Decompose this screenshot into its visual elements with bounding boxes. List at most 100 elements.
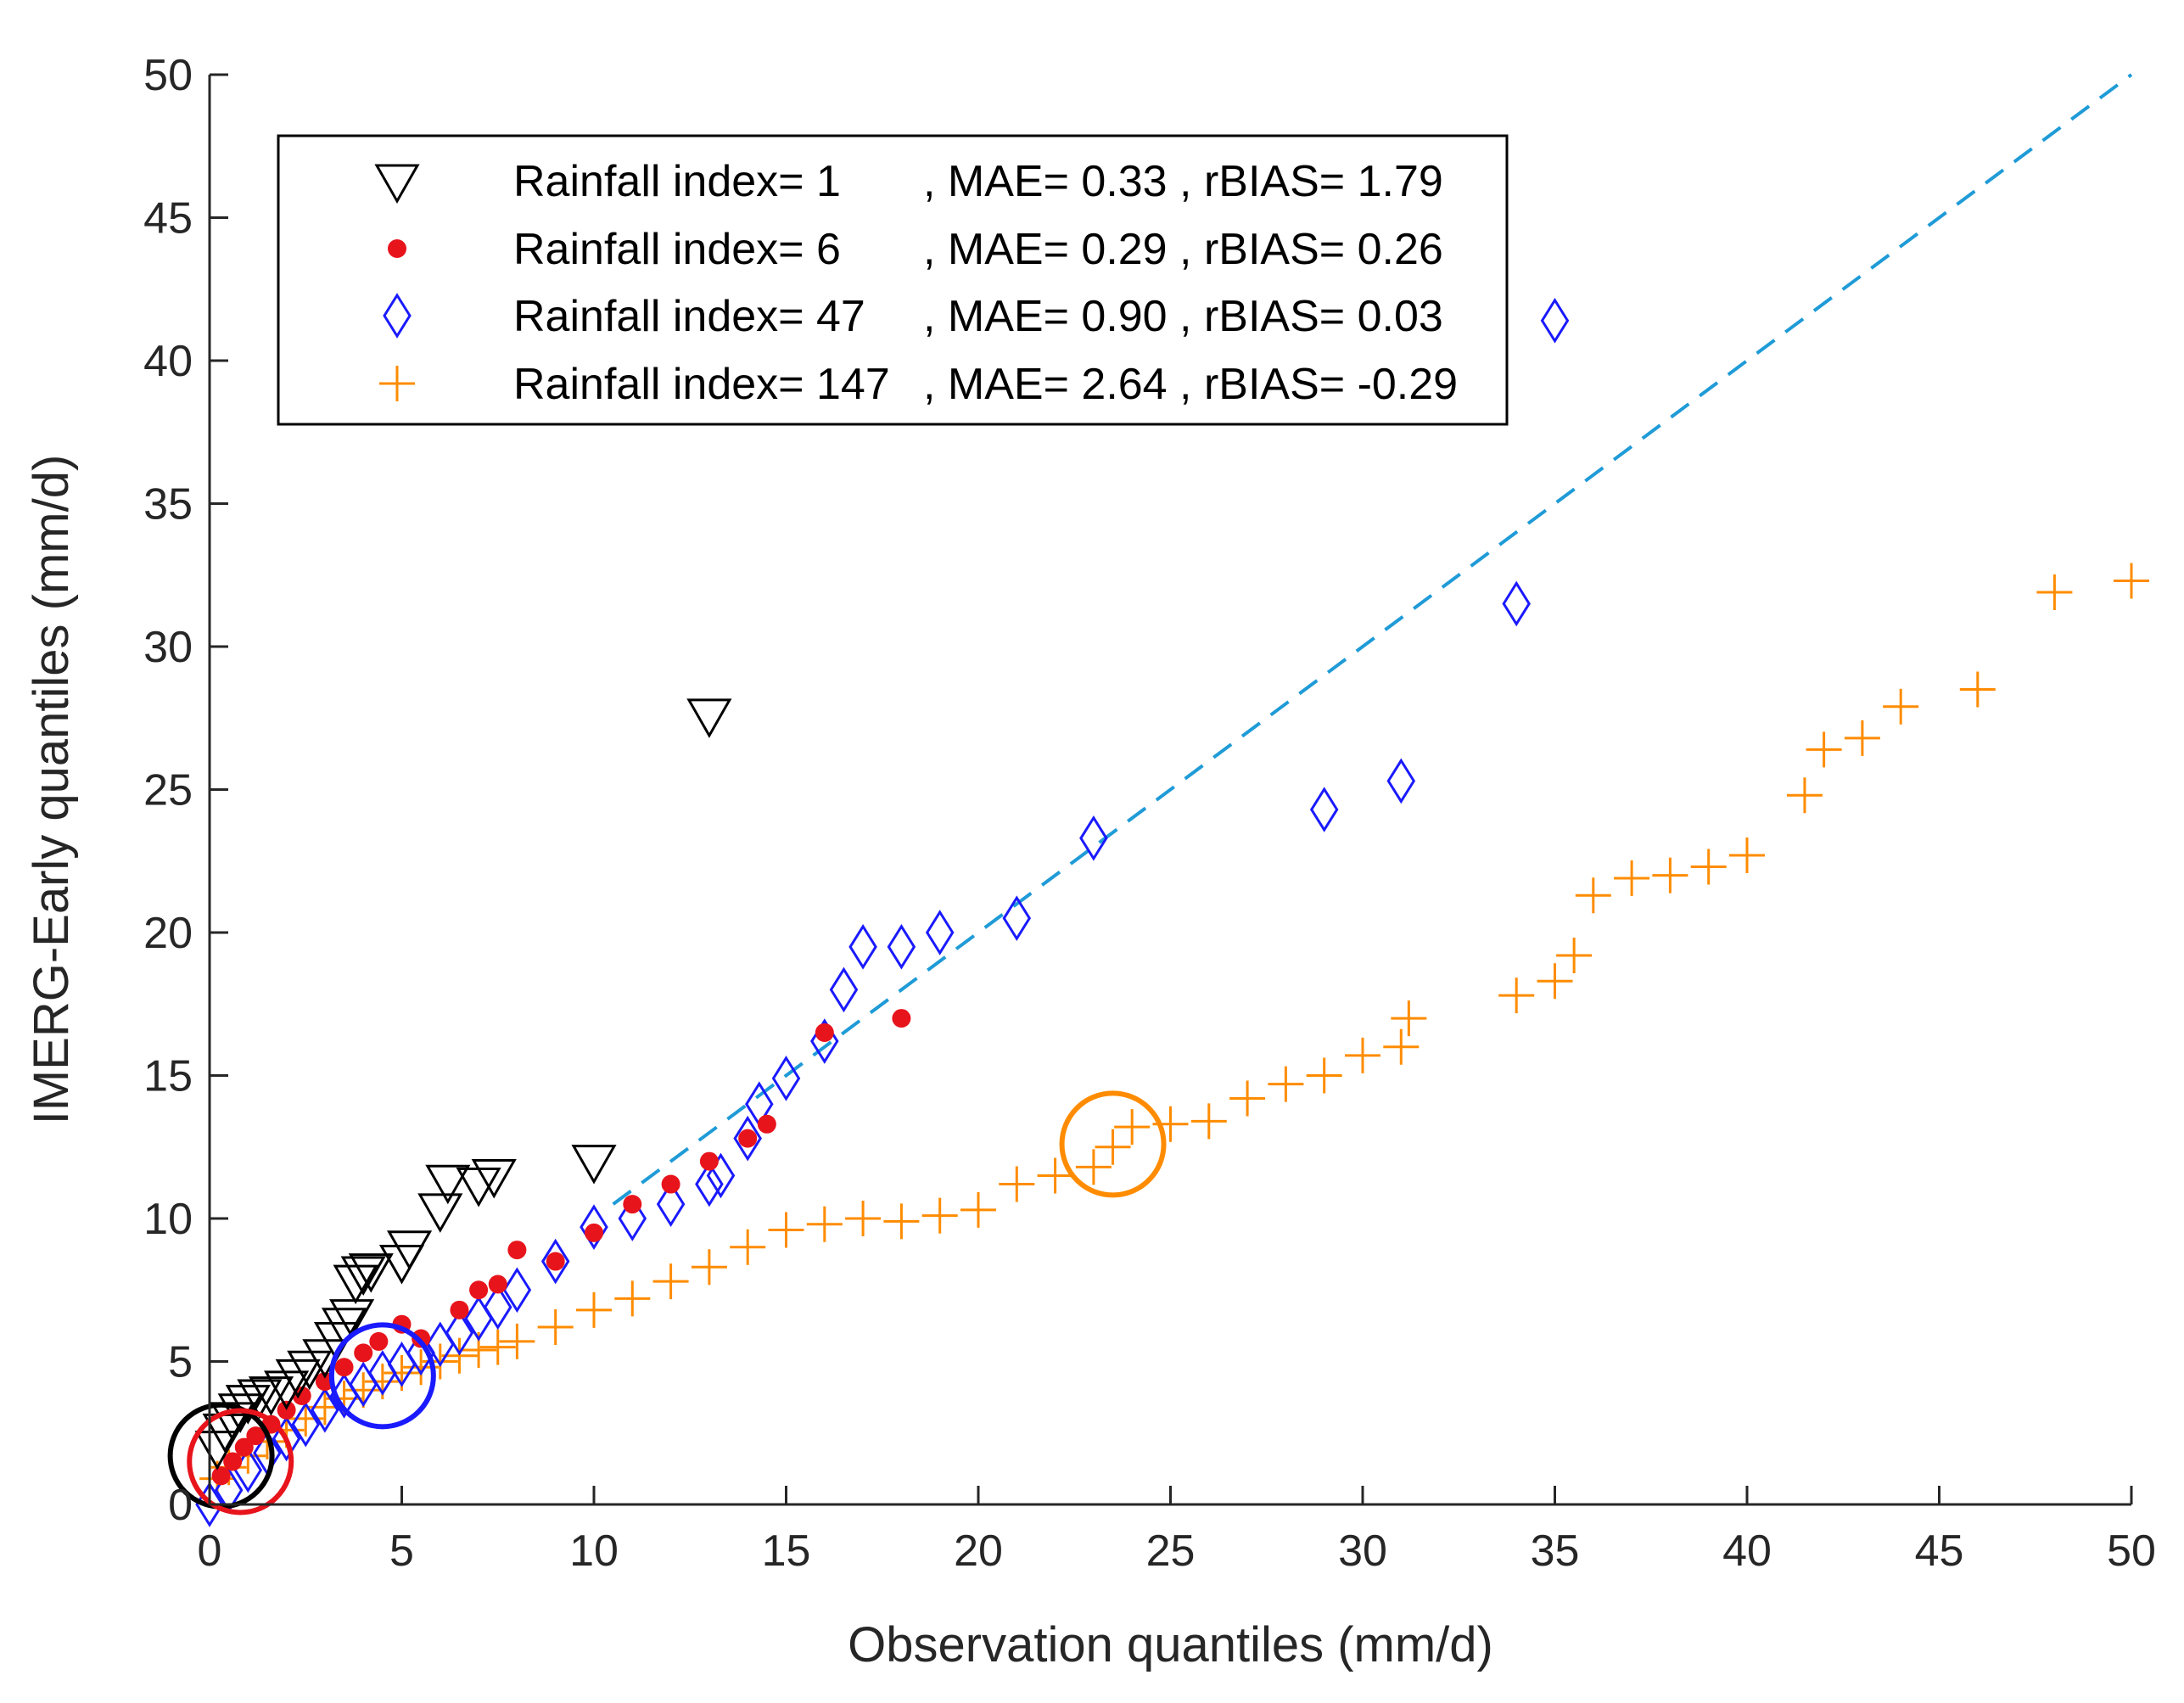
y-tick-label: 25	[143, 766, 193, 815]
y-tick-label: 10	[143, 1195, 193, 1244]
data-point	[441, 1337, 478, 1374]
data-point	[768, 1212, 804, 1248]
data-point	[1383, 1028, 1420, 1065]
data-point	[333, 1264, 378, 1305]
data-point	[1306, 1057, 1342, 1094]
legend-marker	[383, 293, 412, 339]
x-tick-label: 45	[1915, 1527, 1964, 1576]
data-point	[369, 1331, 389, 1351]
data-point	[815, 1022, 834, 1042]
data-point	[738, 1129, 758, 1148]
data-point	[386, 1230, 433, 1270]
data-point	[1690, 849, 1727, 885]
data-point	[537, 1309, 574, 1346]
data-point	[321, 1308, 367, 1347]
data-point	[1556, 937, 1593, 973]
legend-stats: , MAE= 2.64 , rBIAS= -0.29	[923, 360, 1458, 409]
legend-label: Rainfall index= 147	[513, 360, 890, 409]
data-point	[234, 1437, 254, 1457]
data-point	[576, 1291, 612, 1328]
data-point	[623, 1195, 642, 1214]
data-point	[211, 1466, 231, 1486]
data-point	[806, 1206, 843, 1242]
data-point	[771, 1056, 801, 1101]
data-point	[848, 924, 877, 970]
x-axis-title: Observation quantiles (mm/d)	[848, 1617, 1493, 1672]
data-point	[661, 1174, 680, 1194]
data-point	[246, 1426, 266, 1446]
series-2	[211, 1009, 911, 1486]
data-point	[1345, 1037, 1380, 1073]
data-point	[417, 1193, 463, 1233]
data-point	[287, 1350, 333, 1391]
series-4	[199, 563, 2149, 1497]
y-tick-label: 40	[143, 337, 193, 386]
data-point	[1229, 1080, 1266, 1117]
data-point	[757, 1114, 776, 1134]
data-point	[354, 1343, 373, 1363]
legend-label: Rainfall index= 47	[513, 292, 865, 341]
data-point	[656, 1181, 686, 1227]
data-point	[571, 1145, 617, 1185]
data-point	[829, 966, 859, 1013]
data-point	[275, 1358, 321, 1399]
data-point	[499, 1323, 535, 1359]
data-point	[1268, 1066, 1304, 1102]
data-point	[194, 1431, 240, 1471]
data-point	[1309, 787, 1339, 832]
data-point	[1786, 777, 1823, 814]
data-point	[925, 910, 955, 955]
data-point	[210, 1402, 255, 1442]
data-point	[580, 1204, 608, 1250]
x-tick-label: 30	[1338, 1527, 1387, 1576]
data-point	[585, 1223, 603, 1242]
data-point	[1114, 1109, 1151, 1146]
highlight-circle	[187, 1408, 294, 1515]
axes: 0 5 10 15 20 25 30 35 40 45 50 0 5 10 15 20 25 30 35 40 45 5…	[143, 51, 2156, 1576]
data-point	[291, 1401, 321, 1448]
legend-stats: , MAE= 0.29 , rBIAS= 0.26	[923, 225, 1443, 274]
data-point	[960, 1191, 996, 1228]
legend-label: Rainfall index= 1	[513, 157, 841, 206]
data-point	[329, 1299, 375, 1339]
data-point	[883, 1203, 920, 1240]
x-tick-label: 35	[1531, 1527, 1580, 1576]
data-point	[237, 1379, 283, 1419]
data-point	[264, 1370, 310, 1410]
data-point	[479, 1329, 516, 1365]
data-point	[345, 1372, 382, 1409]
x-tick-label: 15	[762, 1527, 811, 1576]
data-point	[502, 1267, 532, 1314]
y-tick-label: 35	[143, 480, 193, 529]
legend-marker	[374, 164, 420, 204]
data-point	[1575, 877, 1611, 914]
data-point	[450, 1300, 469, 1319]
data-point	[1498, 978, 1535, 1014]
data-point	[733, 1115, 762, 1162]
data-point	[1652, 857, 1688, 894]
legend: Rainfall index= 1 , MAE= 0.33 , rBIAS= 1.…	[277, 134, 1509, 426]
y-tick-label: 15	[143, 1052, 193, 1101]
data-point	[248, 1376, 294, 1416]
data-point	[1540, 297, 1570, 344]
data-point	[1959, 671, 1996, 708]
data-point	[471, 1158, 517, 1199]
x-tick-label: 5	[389, 1527, 414, 1576]
data-point	[334, 1358, 354, 1377]
data-point	[1614, 860, 1650, 896]
data-point	[483, 1284, 512, 1330]
data-point	[892, 1009, 911, 1028]
data-point	[507, 1241, 527, 1260]
data-point	[445, 1309, 474, 1356]
data-point	[686, 698, 732, 738]
y-axis-ticks: 0 5 10 15 20 25 30 35 40 45 50	[143, 51, 228, 1530]
data-point	[340, 1256, 386, 1297]
y-tick-label: 45	[143, 194, 193, 244]
data-point	[1095, 1129, 1131, 1165]
y-tick-label: 50	[143, 51, 193, 100]
data-point	[425, 1164, 471, 1205]
data-point	[1386, 758, 1416, 804]
x-tick-label: 0	[198, 1527, 222, 1576]
data-point	[614, 1280, 651, 1317]
data-point	[1190, 1103, 1227, 1140]
